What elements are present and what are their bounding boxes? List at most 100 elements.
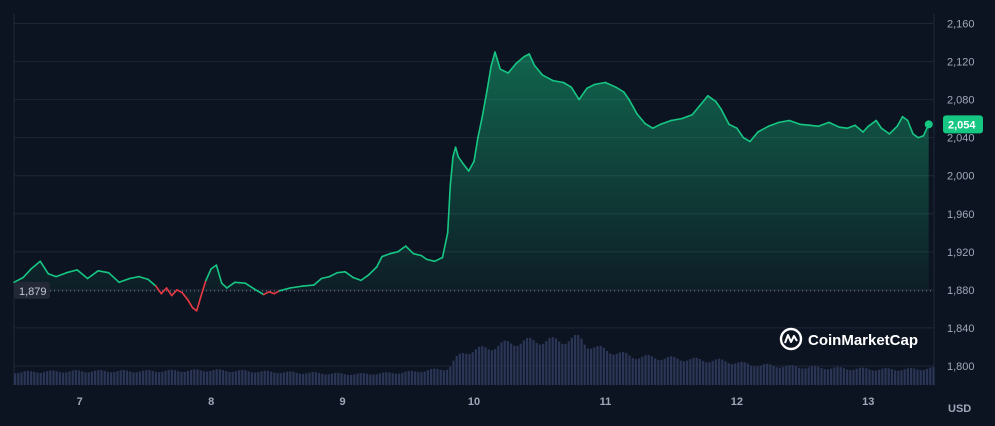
volume-bar: [462, 353, 465, 385]
volume-bar: [334, 372, 337, 385]
volume-bar: [84, 372, 87, 385]
price-line-segment: [562, 81, 573, 88]
volume-bar: [689, 359, 692, 385]
volume-bar: [810, 366, 813, 385]
volume-bar: [222, 370, 225, 385]
volume-bar: [167, 369, 170, 385]
volume-bar: [881, 368, 884, 385]
volume-bar: [500, 342, 503, 385]
volume-bar: [110, 372, 113, 385]
price-line-segment: [552, 79, 565, 84]
volume-bar: [116, 371, 119, 385]
volume-bar: [318, 373, 321, 385]
volume-bar: [778, 367, 781, 385]
price-line-segment: [604, 81, 617, 88]
volume-bar: [71, 370, 74, 385]
volume-bar: [561, 343, 564, 385]
volume-bar: [14, 373, 17, 385]
volume-bar: [849, 370, 852, 385]
volume-bar: [506, 341, 509, 385]
price-line-segment: [854, 124, 864, 133]
price-line-segment: [210, 264, 218, 270]
volume-bar: [826, 369, 829, 385]
price-line-segment: [586, 83, 596, 89]
volume-bar: [660, 360, 663, 385]
volume-bar: [346, 374, 349, 385]
volume-bar: [858, 367, 861, 385]
volume-bar: [244, 370, 247, 385]
price-line-segment: [336, 270, 347, 274]
volume-bar: [606, 350, 609, 385]
volume-bar: [839, 367, 842, 385]
volume-bar: [292, 371, 295, 385]
volume-bar: [135, 372, 138, 385]
volume-bar: [276, 373, 279, 385]
volume-bar: [929, 367, 932, 385]
y-tick-label: 2,040: [947, 133, 975, 145]
volume-bar: [519, 343, 522, 385]
volume-bar: [724, 361, 727, 385]
volume-bar: [90, 371, 93, 385]
y-tick-label: 2,000: [947, 171, 975, 183]
volume-bar: [644, 355, 647, 385]
volume-bar: [366, 373, 369, 385]
currency-label: USD: [948, 403, 971, 415]
volume-bar: [174, 370, 177, 385]
volume-bar: [353, 374, 356, 385]
y-tick-label: 2,080: [947, 95, 975, 107]
x-tick-label: 13: [862, 396, 874, 408]
y-tick-label: 1,880: [947, 285, 975, 297]
volume-bar: [132, 372, 135, 385]
y-tick-label: 1,920: [947, 247, 975, 259]
volume-bar: [574, 335, 577, 385]
volume-bar: [769, 364, 772, 385]
volume-bar: [215, 369, 218, 385]
volume-bar: [126, 370, 129, 385]
x-tick-label: 9: [340, 396, 346, 408]
volume-bar: [420, 372, 423, 385]
volume-bar: [321, 373, 324, 385]
volume-bar: [97, 370, 100, 385]
volume-bar: [551, 337, 554, 385]
price-line-segment: [328, 271, 339, 278]
volume-bar: [305, 373, 308, 385]
volume-bar: [234, 371, 237, 385]
volume-bar: [599, 345, 602, 385]
volume-bar: [817, 366, 820, 385]
volume-bar: [458, 353, 461, 385]
volume-bar: [926, 368, 929, 385]
price-line-segment: [65, 269, 78, 274]
volume-bar: [682, 361, 685, 385]
volume-bar: [231, 371, 234, 385]
volume-bar: [679, 360, 682, 385]
price-line-segment: [273, 289, 281, 295]
price-line-segment: [670, 117, 683, 122]
volume-bar: [68, 371, 71, 385]
volume-bar: [122, 370, 125, 385]
volume-bar: [583, 344, 586, 385]
price-line-segment: [515, 55, 525, 65]
volume-bar: [164, 370, 167, 385]
price-line-segment: [778, 119, 791, 124]
price-line-segment: [199, 279, 207, 299]
price-line-segment: [736, 127, 745, 139]
volume-bar: [484, 347, 487, 385]
price-line-segment: [226, 281, 236, 289]
volume-bar: [913, 368, 916, 385]
volume-bar: [417, 372, 420, 385]
price-line-segment: [906, 119, 914, 135]
volume-bar: [833, 367, 836, 385]
volume-bar: [452, 360, 455, 385]
volume-bar: [394, 373, 397, 385]
volume-bar: [302, 373, 305, 385]
price-line-segment: [76, 269, 89, 280]
price-line-segment: [809, 124, 820, 128]
price-line-segment: [728, 123, 738, 129]
price-line-segment: [578, 87, 588, 101]
volume-bar: [455, 355, 458, 385]
price-line-segment: [55, 271, 68, 278]
coinmarketcap-logo: CoinMarketCap: [779, 327, 918, 351]
volume-bar: [190, 369, 193, 385]
price-line-segment: [368, 266, 378, 276]
